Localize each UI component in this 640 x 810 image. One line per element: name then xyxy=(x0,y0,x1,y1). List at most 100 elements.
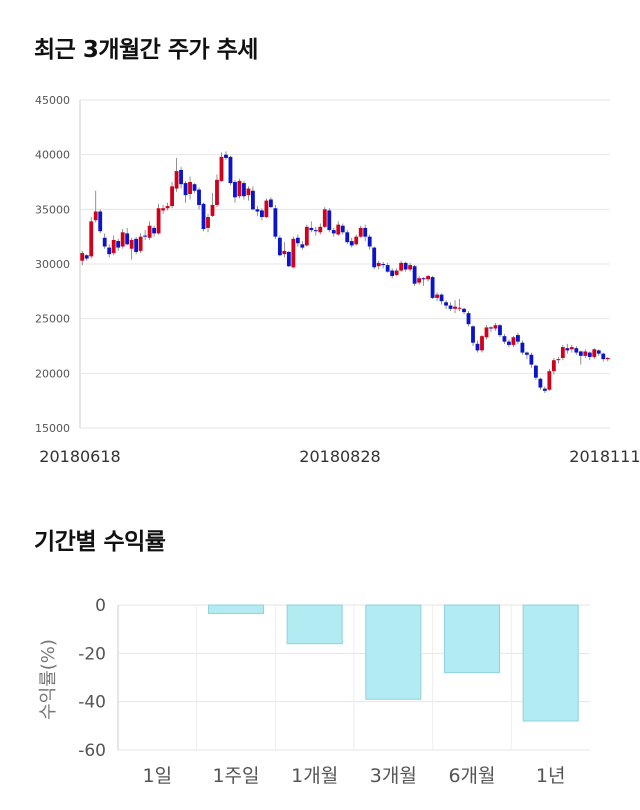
candle-body xyxy=(246,188,251,196)
candle-body xyxy=(367,236,372,247)
candle-body xyxy=(493,325,498,329)
candle-body xyxy=(286,251,291,267)
candle-body xyxy=(197,189,201,205)
candle-body xyxy=(605,358,610,360)
candle-body xyxy=(268,199,273,208)
candle-body xyxy=(300,244,305,248)
return-bar xyxy=(207,604,265,614)
candle-body xyxy=(89,221,94,257)
candle-body xyxy=(507,341,511,345)
candle-body xyxy=(255,209,260,212)
candle-body xyxy=(538,378,543,388)
return-y-tick-label: -20 xyxy=(78,644,106,664)
candle-body xyxy=(430,277,435,298)
candle-body xyxy=(399,262,404,271)
price-y-tick-label: 35000 xyxy=(35,203,70,216)
candle-body xyxy=(340,225,345,233)
return-y-tick-label: -40 xyxy=(78,693,106,713)
candle-body xyxy=(84,255,89,259)
candle-body xyxy=(533,365,538,378)
candle-body xyxy=(170,186,174,207)
candle-body xyxy=(161,208,166,211)
candle-body xyxy=(116,241,121,248)
candle-body xyxy=(210,204,215,216)
candle-body xyxy=(165,206,170,209)
candle-body xyxy=(327,210,332,231)
candle-body xyxy=(542,388,547,391)
candle-body xyxy=(93,211,98,221)
candle-body xyxy=(560,347,565,359)
candle-body xyxy=(120,232,125,247)
candle-body xyxy=(421,278,426,280)
candle-body xyxy=(363,227,368,237)
price-x-tick-label: 20180618 xyxy=(39,447,120,466)
candle-body xyxy=(188,182,192,195)
candle-body xyxy=(174,171,179,189)
price-y-tick-label: 45000 xyxy=(35,94,70,107)
candle-body xyxy=(439,294,444,302)
candle-body xyxy=(201,203,206,230)
candle-body xyxy=(111,239,116,254)
candle-body xyxy=(466,313,471,325)
return-x-tick-label: 6개월 xyxy=(448,765,495,787)
price-candlestick-chart: 45000 40000 35000 30000 25000 20000 15000 20180… xyxy=(35,94,640,466)
price-y-tick-label: 30000 xyxy=(35,258,70,271)
return-x-tick-label: 1개월 xyxy=(291,765,338,787)
candle-body xyxy=(107,247,112,255)
candle-body xyxy=(403,262,408,270)
candle-body xyxy=(502,336,507,342)
candle-body xyxy=(372,247,377,268)
candle-body xyxy=(336,224,341,235)
candle-body xyxy=(304,226,309,246)
candle-body xyxy=(574,348,579,353)
return-x-tick-label: 3개월 xyxy=(370,765,417,787)
candle-body xyxy=(152,227,157,234)
candle-body xyxy=(376,262,381,267)
price-y-tick-label: 15000 xyxy=(35,422,70,435)
candle-body xyxy=(408,265,413,270)
candle-body xyxy=(583,351,588,356)
candle-body xyxy=(426,276,431,280)
candle-body xyxy=(587,352,592,357)
price-x-tick-label: 20180828 xyxy=(299,447,380,466)
candle-body xyxy=(129,239,134,249)
candle-body xyxy=(385,265,390,272)
candle-body xyxy=(349,241,354,246)
return-bar xyxy=(365,604,422,700)
candle-body xyxy=(475,343,480,351)
price-y-tick-label: 20000 xyxy=(35,367,70,380)
candle-body xyxy=(381,264,386,266)
candle-body xyxy=(417,278,422,283)
return-bar xyxy=(522,604,579,722)
candle-body xyxy=(529,354,534,365)
candle-body xyxy=(102,237,107,247)
candle-body xyxy=(277,237,282,256)
candle-body xyxy=(143,235,148,237)
candle-body xyxy=(498,325,502,336)
candle-body xyxy=(569,347,574,350)
candle-body xyxy=(596,350,601,354)
candle-body xyxy=(592,349,597,357)
return-y-tick-label: 0 xyxy=(95,596,106,616)
candle-body xyxy=(313,230,318,232)
candle-body xyxy=(179,169,183,185)
candle-body xyxy=(98,211,103,232)
candle-body xyxy=(295,237,300,244)
candle-body xyxy=(251,190,255,210)
candle-body xyxy=(215,179,219,205)
return-bar xyxy=(286,604,343,645)
candle-body xyxy=(394,270,399,275)
price-y-tick-label: 25000 xyxy=(35,313,70,326)
candle-body xyxy=(331,230,336,234)
candle-body xyxy=(556,359,561,361)
candle-body xyxy=(511,337,516,345)
candle-body xyxy=(237,180,242,197)
candle-body xyxy=(484,327,489,338)
return-y-tick-label: -60 xyxy=(78,741,106,761)
candle-body xyxy=(412,266,417,284)
candle-body xyxy=(183,183,188,196)
candle-body xyxy=(453,306,457,309)
candle-body xyxy=(242,183,246,197)
candle-body xyxy=(358,227,363,237)
candle-body xyxy=(233,182,237,198)
